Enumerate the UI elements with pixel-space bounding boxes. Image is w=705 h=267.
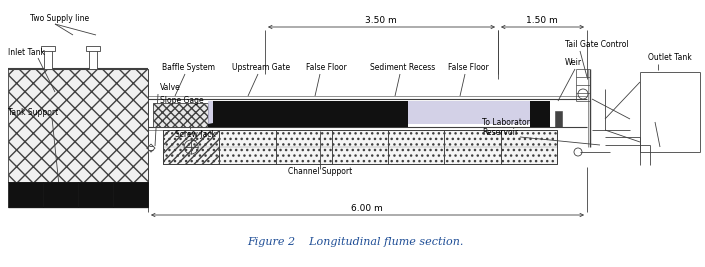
Bar [555,111,562,127]
Text: 3.50 m: 3.50 m [365,16,397,25]
Bar [219,130,276,164]
Bar [41,46,55,51]
Text: To Laboratory
Reservoir: To Laboratory Reservoir [482,117,534,137]
Text: Sediment Recess: Sediment Recess [370,63,435,72]
Text: 1.50 m: 1.50 m [526,16,558,25]
Bar [86,46,100,51]
Bar [8,69,148,182]
Bar [8,182,43,207]
Bar [78,182,113,207]
Text: False Floor: False Floor [448,63,489,72]
Bar [113,182,148,207]
Text: Screw Jack: Screw Jack [175,130,216,139]
Text: Inlet Tank: Inlet Tank [8,48,45,57]
Text: Outlet Tank: Outlet Tank [648,53,692,62]
Bar [501,130,557,164]
Text: Baffle System: Baffle System [162,63,215,72]
Text: Tank Support: Tank Support [8,108,59,117]
Text: Slope Gage: Slope Gage [160,96,204,105]
Polygon shape [208,101,530,124]
Text: Upstream Gate: Upstream Gate [232,63,290,72]
Bar [153,103,208,127]
Bar [276,130,332,164]
Bar [44,47,52,69]
Bar [163,130,219,164]
Text: 6.00 m: 6.00 m [351,204,383,213]
Bar [163,130,557,164]
Bar [43,182,78,207]
Bar [388,130,444,164]
Bar [444,130,501,164]
Bar [89,47,97,69]
Bar [332,130,388,164]
Polygon shape [213,101,408,127]
Bar [530,101,550,127]
Polygon shape [208,101,328,127]
Text: Tail Gate Control: Tail Gate Control [565,40,629,49]
Bar [163,130,219,164]
Text: Figure 2    Longitudinal flume section.: Figure 2 Longitudinal flume section. [247,237,463,247]
Text: Channel Support: Channel Support [288,167,352,176]
Text: False Floor: False Floor [306,63,347,72]
Text: Valve: Valve [160,83,180,92]
Text: Weir: Weir [565,58,582,67]
Text: Two Supply line: Two Supply line [30,14,89,23]
